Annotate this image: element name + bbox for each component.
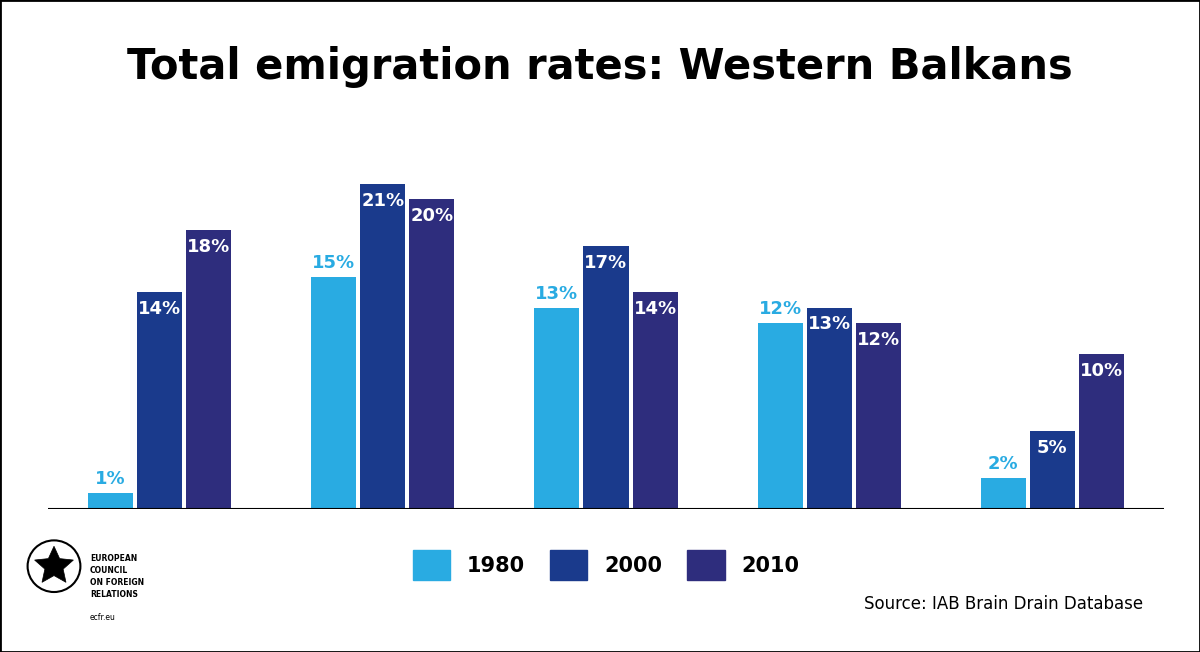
Text: 5%: 5% [1037,439,1068,457]
Text: 10%: 10% [1080,362,1123,379]
Bar [980,478,1026,509]
Text: Total emigration rates: Western Balkans: Total emigration rates: Western Balkans [127,46,1073,87]
Bar [88,493,133,509]
Bar [757,323,803,509]
Bar [1030,431,1075,509]
Polygon shape [35,546,73,582]
Text: Source: IAB Brain Drain Database: Source: IAB Brain Drain Database [864,595,1144,613]
Text: 12%: 12% [758,301,802,318]
Text: 2%: 2% [988,455,1019,473]
Bar [409,200,455,509]
Bar [1079,354,1124,509]
Text: 20%: 20% [410,207,454,225]
Text: 14%: 14% [634,300,677,318]
Bar [311,276,356,509]
Bar [632,292,678,509]
Text: 21%: 21% [361,192,404,210]
Bar [856,323,901,509]
Bar [137,292,182,509]
Text: 12%: 12% [857,331,900,349]
Bar [534,308,580,509]
Bar [583,246,629,509]
Text: ecfr.eu: ecfr.eu [90,613,116,622]
Text: 14%: 14% [138,300,181,318]
Text: 1%: 1% [95,471,126,488]
Legend: 1980, 2000, 2010: 1980, 2000, 2010 [402,540,810,590]
Text: 13%: 13% [535,285,578,303]
Text: EUROPEAN
COUNCIL
ON FOREIGN
RELATIONS: EUROPEAN COUNCIL ON FOREIGN RELATIONS [90,554,144,599]
Text: 15%: 15% [312,254,355,272]
Bar [806,308,852,509]
Text: 13%: 13% [808,316,851,333]
Text: 17%: 17% [584,254,628,271]
Text: 18%: 18% [187,238,230,256]
Bar [186,230,232,509]
Bar [360,184,406,509]
